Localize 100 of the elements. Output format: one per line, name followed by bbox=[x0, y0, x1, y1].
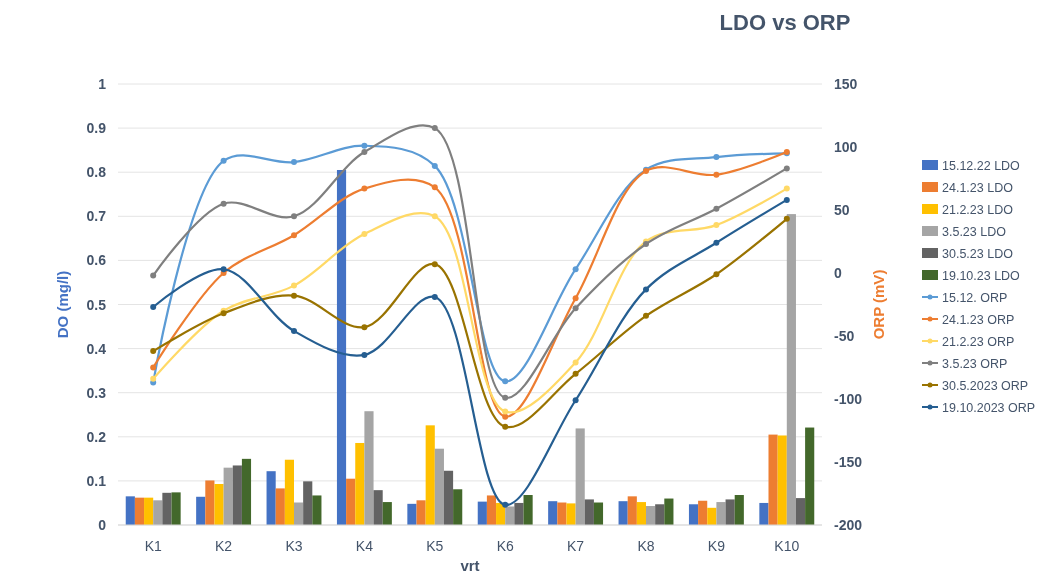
y-tick-label: 0.6 bbox=[86, 252, 107, 269]
bar bbox=[223, 467, 233, 525]
x-tick-label: K8 bbox=[637, 538, 655, 554]
y-tick-label: 0.4 bbox=[86, 340, 107, 357]
bar bbox=[805, 427, 815, 525]
legend-label: 15.12. ORP bbox=[942, 291, 1008, 305]
x-tick-label: K3 bbox=[285, 538, 303, 554]
legend-label: 30.5.23 LDO bbox=[942, 247, 1014, 261]
bar bbox=[575, 428, 585, 525]
bar bbox=[205, 480, 215, 525]
bar bbox=[688, 504, 699, 525]
bar bbox=[303, 481, 313, 525]
point bbox=[220, 157, 227, 164]
point bbox=[291, 232, 297, 239]
legend-label: 21.2.23 ORP bbox=[942, 335, 1015, 349]
bar bbox=[196, 496, 206, 525]
point bbox=[150, 348, 157, 355]
point bbox=[291, 213, 297, 220]
point bbox=[291, 327, 297, 334]
chart-title: LDO vs ORP bbox=[719, 10, 851, 35]
bar bbox=[655, 504, 665, 525]
bar bbox=[373, 490, 383, 525]
bar bbox=[241, 458, 252, 525]
legend-label: 24.1.23 ORP bbox=[942, 313, 1015, 327]
y-tick-label: 0.9 bbox=[86, 120, 107, 137]
point bbox=[783, 196, 790, 203]
bar bbox=[294, 502, 304, 525]
bar bbox=[355, 442, 365, 525]
point bbox=[150, 364, 157, 371]
x-tick-label: K6 bbox=[496, 538, 514, 554]
bar bbox=[646, 506, 656, 525]
point bbox=[361, 351, 368, 358]
y2-tick-label: -200 bbox=[834, 517, 863, 533]
y2-tick-label: 100 bbox=[834, 139, 858, 155]
bar bbox=[214, 483, 224, 525]
point bbox=[431, 184, 438, 191]
point bbox=[361, 185, 368, 192]
x-tick-label: K7 bbox=[567, 538, 585, 554]
bar bbox=[382, 502, 392, 525]
point bbox=[572, 359, 579, 366]
point bbox=[783, 185, 790, 192]
point bbox=[361, 324, 368, 331]
bar bbox=[618, 501, 628, 525]
y2-tick-label: -100 bbox=[834, 391, 863, 407]
point bbox=[361, 142, 368, 149]
point bbox=[150, 272, 157, 279]
legend-label: 19.10.23 LDO bbox=[942, 269, 1021, 283]
bar bbox=[425, 425, 435, 525]
y2-tick-label: -150 bbox=[834, 454, 863, 470]
bar bbox=[664, 498, 674, 525]
point bbox=[431, 293, 438, 300]
y-tick-label: 0.1 bbox=[86, 472, 107, 489]
bar bbox=[707, 507, 717, 525]
bar bbox=[346, 478, 356, 525]
bar bbox=[768, 434, 778, 525]
legend-label: 30.5.2023 ORP bbox=[942, 379, 1029, 393]
point bbox=[502, 394, 509, 401]
bar bbox=[636, 502, 646, 525]
bar bbox=[407, 503, 417, 525]
point bbox=[291, 159, 297, 166]
bar bbox=[171, 492, 181, 525]
y-tick-label: 0.8 bbox=[86, 164, 107, 181]
bar bbox=[777, 435, 787, 525]
point bbox=[431, 261, 438, 268]
legend-label: 3.5.23 LDO bbox=[942, 225, 1007, 239]
point bbox=[713, 205, 720, 212]
y-tick-label: 0 bbox=[98, 517, 107, 533]
point bbox=[150, 375, 157, 382]
point bbox=[713, 171, 720, 178]
bar bbox=[486, 495, 497, 525]
bar bbox=[477, 501, 487, 525]
legend-label: 15.12.22 LDO bbox=[942, 159, 1021, 173]
y-tick-label: 0.2 bbox=[86, 428, 107, 445]
point bbox=[783, 165, 790, 172]
bar bbox=[698, 500, 708, 525]
bar bbox=[364, 411, 374, 525]
y2-tick-label: 50 bbox=[834, 202, 850, 218]
point bbox=[713, 271, 720, 278]
point bbox=[220, 200, 227, 207]
x-tick-label: K5 bbox=[426, 538, 444, 554]
point bbox=[643, 312, 649, 319]
point bbox=[220, 266, 227, 273]
point bbox=[361, 149, 368, 156]
point bbox=[572, 370, 579, 377]
bar bbox=[275, 488, 285, 525]
bar bbox=[144, 497, 154, 525]
bar bbox=[514, 502, 524, 525]
bar bbox=[266, 471, 276, 525]
point bbox=[502, 408, 509, 415]
point bbox=[502, 423, 509, 430]
bar bbox=[584, 499, 594, 525]
point bbox=[572, 266, 579, 273]
bar bbox=[795, 498, 806, 525]
bar bbox=[312, 495, 322, 525]
x-tick-label: K1 bbox=[144, 538, 162, 554]
x-tick-label: K4 bbox=[355, 538, 374, 554]
x-tick-label: K2 bbox=[215, 538, 233, 554]
y2-tick-label: 150 bbox=[834, 76, 858, 92]
point bbox=[431, 213, 438, 220]
point bbox=[713, 154, 720, 161]
